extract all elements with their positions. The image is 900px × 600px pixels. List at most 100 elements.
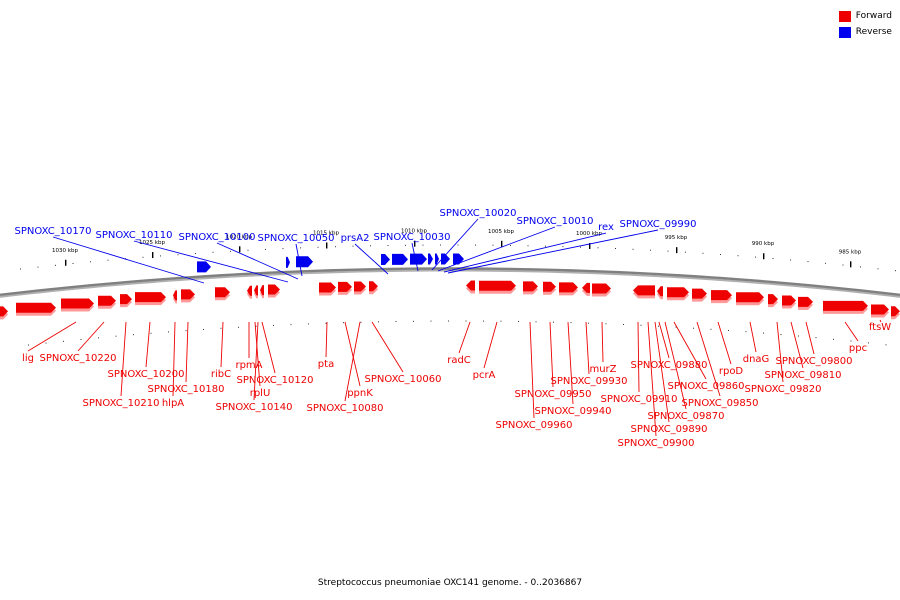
minor-tick xyxy=(745,331,747,333)
scale-tick xyxy=(589,243,591,250)
minor-tick xyxy=(685,251,686,253)
reverse-gene-leader xyxy=(431,218,479,271)
forward-gene-label: SPNOXC_10210 xyxy=(82,398,159,409)
forward-gene-leader xyxy=(601,321,604,363)
minor-tick xyxy=(527,245,529,247)
minor-tick xyxy=(325,322,327,324)
minor-tick xyxy=(203,329,204,330)
forward-gene-leader xyxy=(790,321,804,369)
forward-gene-label: SPNOXC_10200 xyxy=(107,369,184,380)
forward-gene-leader xyxy=(696,321,721,397)
minor-tick xyxy=(615,248,616,249)
forward-gene-arrow xyxy=(98,295,116,306)
reverse-gene-label: prsA2 xyxy=(341,233,370,244)
forward-gene-leader xyxy=(172,321,176,397)
minor-tick xyxy=(98,337,99,339)
forward-gene-label: pcrA xyxy=(473,370,496,381)
minor-tick xyxy=(702,252,704,254)
forward-gene-leader xyxy=(567,321,574,405)
minor-tick xyxy=(37,266,39,268)
forward-gene-arrow xyxy=(61,298,94,309)
forward-gene-arrow xyxy=(120,294,132,305)
forward-gene-arrow xyxy=(260,285,264,296)
minor-tick xyxy=(405,244,406,246)
forward-gene-leader xyxy=(344,321,361,402)
forward-gene-arrow xyxy=(736,292,764,303)
forward-gene-label: rpoD xyxy=(719,366,744,377)
minor-tick xyxy=(728,330,729,331)
minor-tick xyxy=(370,245,371,247)
minor-tick xyxy=(195,253,196,254)
minor-tick xyxy=(510,245,511,246)
scale-label: 1010 kbp xyxy=(401,229,427,235)
forward-gene-arrow xyxy=(692,288,707,299)
minor-tick xyxy=(282,248,284,250)
forward-gene-arrow xyxy=(338,281,352,292)
minor-tick xyxy=(675,326,677,328)
reverse-gene-arrow xyxy=(381,254,390,266)
forward-gene-leader xyxy=(253,321,259,401)
minor-tick xyxy=(247,249,249,251)
scale-label: 1005 kbp xyxy=(488,229,514,235)
minor-tick xyxy=(500,320,502,322)
forward-gene-leader xyxy=(654,321,670,423)
reverse-gene-leader xyxy=(411,242,419,272)
reverse-gene-leader xyxy=(295,243,303,277)
legend-label-forward: Forward xyxy=(855,11,892,21)
forward-gene-label: hlpA xyxy=(162,398,184,409)
minor-tick xyxy=(588,322,589,324)
minor-tick xyxy=(632,248,634,250)
legend-item-forward: Forward xyxy=(838,8,892,24)
reverse-gene-arrow xyxy=(286,256,290,268)
minor-tick xyxy=(518,321,519,322)
forward-gene-label: SPNOXC_09890 xyxy=(630,424,707,435)
legend: Forward Reverse xyxy=(838,8,892,40)
minor-tick xyxy=(885,344,887,346)
reverse-gene-leader xyxy=(133,240,289,283)
minor-tick xyxy=(308,323,309,325)
forward-gene-arrow xyxy=(782,295,796,306)
minor-tick xyxy=(772,258,774,259)
forward-gene-label: SPNOXC_09860 xyxy=(667,381,744,392)
minor-tick xyxy=(877,268,879,270)
minor-tick xyxy=(265,248,266,250)
forward-gene-arrow xyxy=(633,285,655,296)
forward-gene-label: SPNOXC_09960 xyxy=(495,420,572,431)
minor-tick xyxy=(457,244,459,246)
minor-tick xyxy=(80,339,82,340)
reverse-gene-label: SPNOXC_10170 xyxy=(14,226,91,237)
forward-gene-arrow xyxy=(657,286,663,297)
minor-tick xyxy=(868,342,869,344)
minor-tick xyxy=(737,255,739,257)
reverse-gene-label: rex xyxy=(598,222,614,233)
forward-gene-arrow xyxy=(181,289,195,300)
forward-gene-label: SPNOXC_09810 xyxy=(764,370,841,381)
forward-gene-leader xyxy=(77,321,105,352)
scale-tick xyxy=(850,261,852,268)
forward-gene-label: ppc xyxy=(849,343,867,354)
forward-gene-arrow xyxy=(268,284,280,295)
minor-tick xyxy=(667,250,669,252)
minor-tick xyxy=(580,246,581,248)
minor-tick xyxy=(378,321,379,323)
forward-gene-leader xyxy=(844,321,859,342)
reverse-gene-label: SPNOXC_10050 xyxy=(257,233,334,244)
scale-label: 1020 kbp xyxy=(226,234,252,240)
minor-tick xyxy=(230,250,231,252)
forward-gene-leader xyxy=(185,321,189,383)
minor-tick xyxy=(45,342,47,344)
forward-gene-leader xyxy=(658,321,670,359)
scale-tick xyxy=(414,240,416,247)
forward-gene-arrow xyxy=(354,281,366,292)
forward-gene-arrow xyxy=(319,282,336,293)
forward-gene-arrow xyxy=(16,302,56,313)
forward-gene-leader xyxy=(717,321,732,365)
forward-gene-label: SPNOXC_09900 xyxy=(617,438,694,449)
minor-tick xyxy=(492,244,494,246)
minor-tick xyxy=(430,320,432,322)
minor-tick xyxy=(55,264,56,266)
minor-tick xyxy=(562,246,564,248)
genome-caption: Streptococcus pneumoniae OXC141 genome. … xyxy=(317,578,583,588)
minor-tick xyxy=(623,324,624,325)
